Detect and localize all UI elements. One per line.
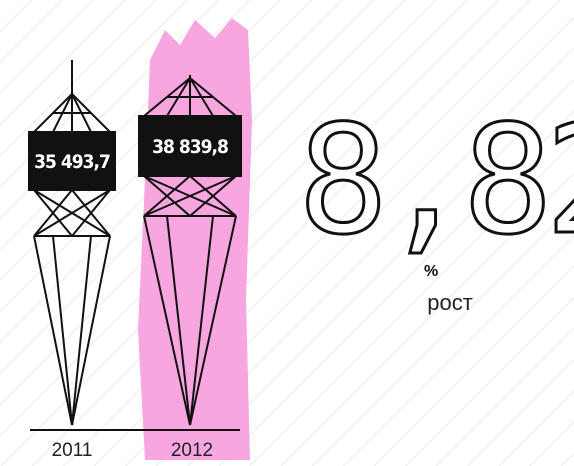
year-label: 2012: [171, 440, 213, 461]
year-label: 2011: [52, 440, 93, 461]
highlight: [138, 18, 252, 460]
value-label: 38 839,8: [152, 136, 228, 158]
value-label: 35 493,7: [34, 151, 110, 173]
infographic: 2011 2012 8,82 % рост 35 493,7 38 839,8: [0, 0, 574, 466]
growth-unit: %: [424, 263, 438, 280]
growth-value: 8,82: [298, 94, 574, 268]
growth-label: рост: [427, 290, 473, 315]
